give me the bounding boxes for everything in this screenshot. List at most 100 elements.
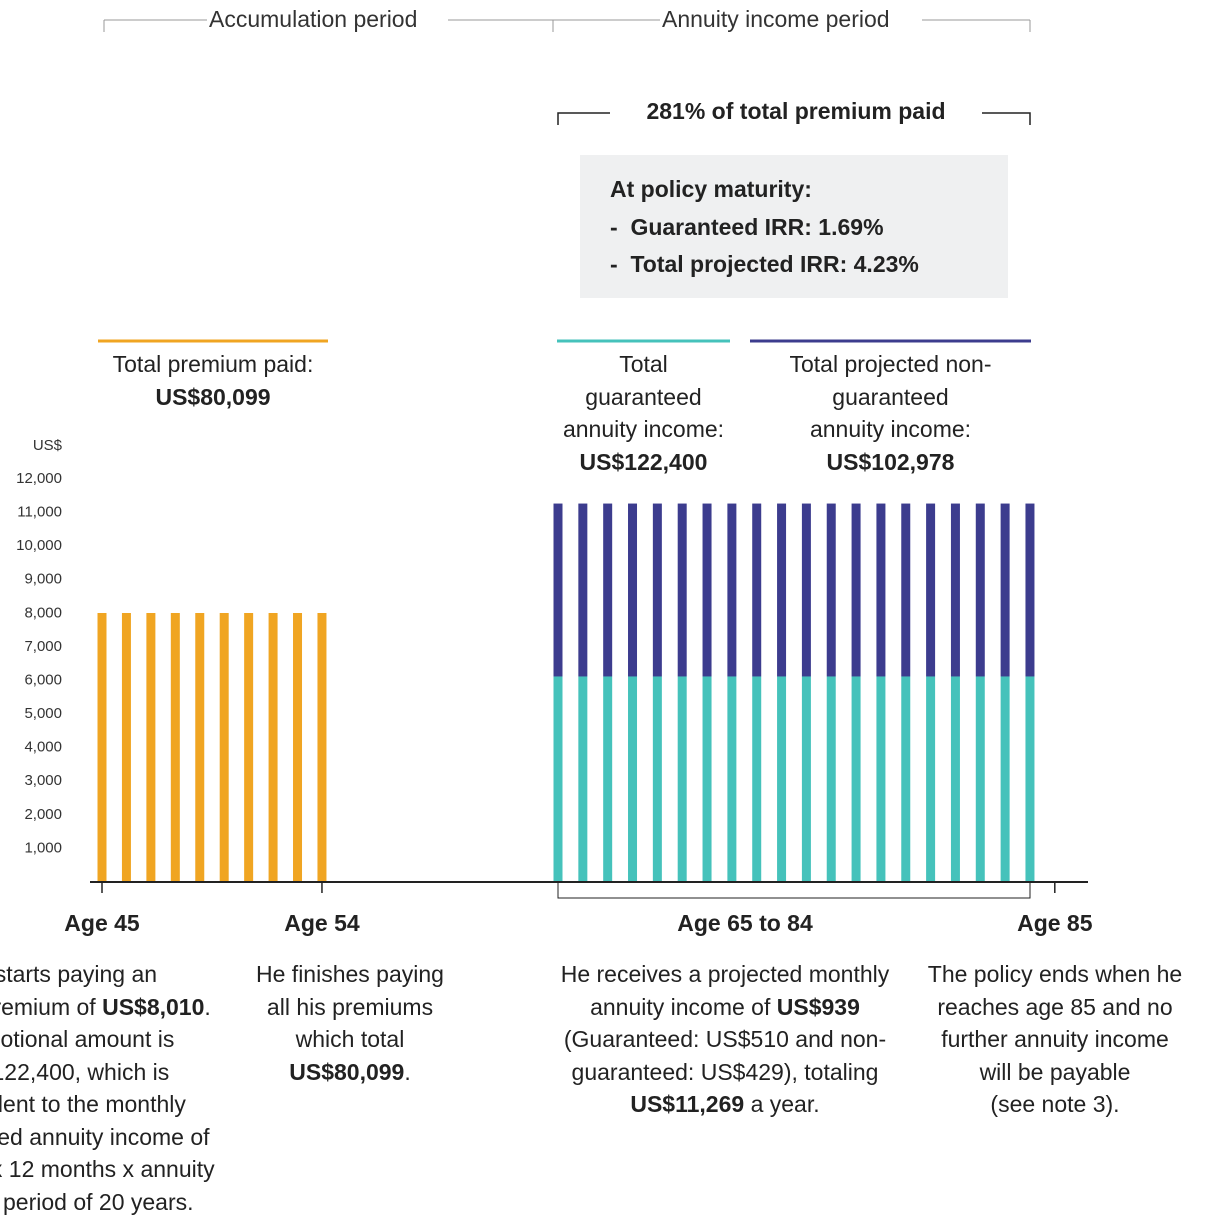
legend-name: Total premium paid: <box>112 351 314 377</box>
bar <box>926 676 936 882</box>
period-label: Annuity income period <box>662 6 890 32</box>
bar <box>652 676 662 882</box>
bar <box>752 503 762 677</box>
bar <box>553 676 563 882</box>
bar <box>628 503 638 677</box>
y-tick-label: 2,000 <box>24 806 62 823</box>
description: He receives a projected monthly annuity … <box>555 958 895 1121</box>
bar <box>1000 503 1010 677</box>
bar <box>652 503 662 677</box>
bar <box>97 612 107 882</box>
description-text: The policy ends when he reaches age 85 a… <box>927 961 1183 1117</box>
description-text: US$939 <box>776 993 860 1020</box>
bar <box>777 676 787 882</box>
y-axis-label: US$ <box>33 437 63 454</box>
bar <box>851 676 861 882</box>
bar <box>628 676 638 882</box>
bar <box>901 676 911 882</box>
bar <box>876 503 886 677</box>
legend-entry: Total premium paid: US$80,099 <box>83 348 343 413</box>
bar <box>170 612 180 882</box>
maturity-line: - Total projected IRR: 4.23% <box>610 251 919 277</box>
description: The policy ends when he reaches age 85 a… <box>885 958 1222 1121</box>
description-text: He receives a projected monthly annuity … <box>560 961 890 1020</box>
bar <box>553 503 563 677</box>
legend-entry: Total projected non- guaranteed annuity … <box>761 348 1021 478</box>
bar <box>195 612 205 882</box>
description-text: (Guaranteed: US$510 and non- guaranteed:… <box>563 1026 887 1085</box>
description-text: a year. <box>744 1091 820 1117</box>
bar <box>727 503 737 677</box>
bar <box>219 612 229 882</box>
bar <box>268 612 278 882</box>
bar <box>727 676 737 882</box>
y-tick-label: 7,000 <box>24 638 62 655</box>
period-label: Accumulation period <box>209 6 417 32</box>
bar <box>603 503 613 677</box>
y-tick-label: 6,000 <box>24 671 62 688</box>
y-tick-label: 1,000 <box>24 839 62 856</box>
bar <box>851 503 861 677</box>
bar <box>1000 676 1010 882</box>
legend-name: Total guaranteed annuity income: <box>562 351 725 442</box>
x-tick-label: Age 45 <box>64 910 140 936</box>
bar <box>826 503 836 677</box>
description-text: He starts paying an annual premium of <box>0 961 158 1020</box>
bracket-label: 281% of total premium paid <box>646 98 945 124</box>
description-text: . The notional amount is US$122,400, whi… <box>0 993 215 1215</box>
bar <box>901 503 911 677</box>
bar <box>777 503 787 677</box>
legend-total: US$80,099 <box>155 383 271 410</box>
bar <box>702 676 712 882</box>
bar <box>317 612 327 882</box>
y-tick-label: 9,000 <box>24 571 62 588</box>
bar <box>752 676 762 882</box>
bar <box>1025 676 1035 882</box>
legend-total: US$122,400 <box>579 448 708 475</box>
bar <box>926 503 936 677</box>
bar <box>801 676 811 882</box>
x-tick-label: Age 54 <box>284 910 360 936</box>
y-tick-label: 11,000 <box>17 504 62 521</box>
bar <box>950 503 960 677</box>
bar <box>121 612 131 882</box>
bar <box>677 503 687 677</box>
bar <box>975 676 985 882</box>
bar <box>578 676 588 882</box>
range-label: Age 65 to 84 <box>677 910 813 936</box>
bar <box>975 503 985 677</box>
maturity-line: - Guaranteed IRR: 1.69% <box>610 214 884 240</box>
description-text: US$8,010 <box>102 993 205 1020</box>
maturity-box <box>580 155 1008 298</box>
y-tick-label: 8,000 <box>24 604 62 621</box>
y-tick-label: 12,000 <box>16 470 62 487</box>
bar <box>578 503 588 677</box>
legend-entry: Total guaranteed annuity income: US$122,4… <box>514 348 774 478</box>
bar <box>950 676 960 882</box>
y-tick-label: 10,000 <box>16 537 62 554</box>
bar <box>244 612 254 882</box>
bar <box>876 676 886 882</box>
bar <box>677 676 687 882</box>
bar <box>826 676 836 882</box>
y-tick-label: 3,000 <box>24 772 62 789</box>
bracket <box>982 112 1031 125</box>
bar <box>702 503 712 677</box>
maturity-title: At policy maturity: <box>610 176 812 202</box>
x-tick-label: Age 85 <box>1017 910 1093 936</box>
y-tick-label: 4,000 <box>24 739 62 756</box>
description-text: US$11,269 <box>630 1091 745 1117</box>
y-tick-label: 5,000 <box>24 705 62 722</box>
description-text: He finishes paying all his premiums whic… <box>256 961 444 1052</box>
description: He starts paying an annual premium of US… <box>0 958 228 1215</box>
description-text: . <box>404 1058 411 1085</box>
bar <box>603 676 613 882</box>
range-bracket <box>557 882 1031 899</box>
bar <box>801 503 811 677</box>
legend-total: US$102,978 <box>826 448 955 475</box>
bracket <box>557 112 610 125</box>
bar <box>293 612 303 882</box>
description: He finishes paying all his premiums whic… <box>180 958 520 1088</box>
